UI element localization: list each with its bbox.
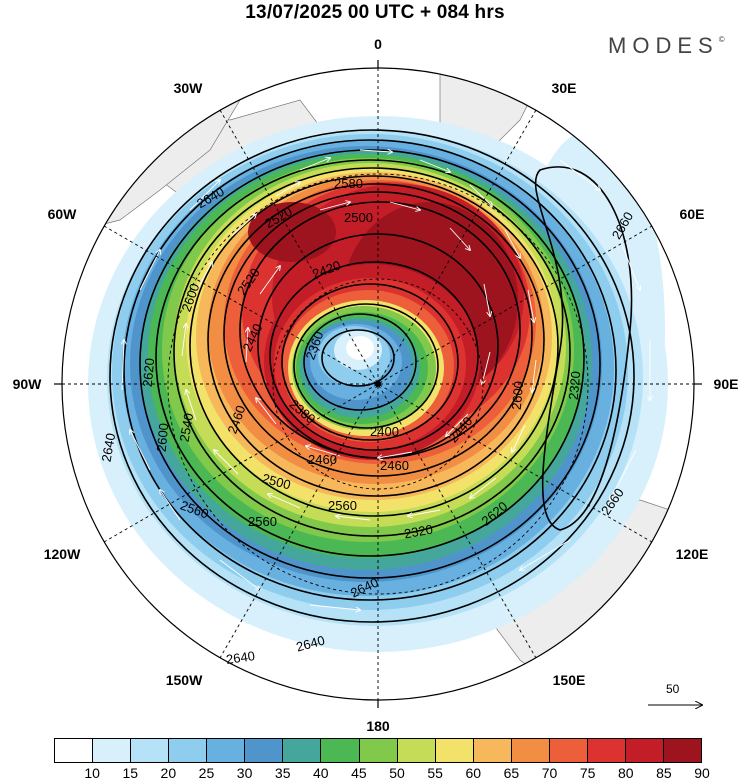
lon-label-60e: 60E (679, 206, 705, 222)
colorbar-tick-label: 55 (427, 765, 443, 781)
colorbar-tick-label: 65 (503, 765, 520, 781)
colorbar-tick-label: 70 (541, 765, 558, 781)
colorbar-tick-label: 80 (617, 765, 634, 781)
colorbar-cell (587, 739, 626, 762)
colorbar-cell (549, 739, 588, 762)
colorbar-cell (93, 739, 132, 762)
reference-vector-label: 50 (666, 682, 680, 696)
boundary-ticks (54, 60, 702, 708)
lon-label-90e: 90E (713, 376, 739, 392)
colorbar-tick-label: 25 (198, 765, 215, 781)
colorbar-cell (664, 739, 702, 762)
colorbar-cell (245, 739, 284, 762)
colorbar-tick-label: 60 (465, 765, 482, 781)
lon-label-60w: 60W (47, 206, 77, 222)
colorbar-cell (625, 739, 664, 762)
map-title: 13/07/2025 00 UTC + 084 hrs (245, 2, 505, 23)
colorbar-tick-label: 50 (389, 765, 405, 781)
colorbar-tick-label: 45 (351, 765, 367, 781)
lon-label-30e: 30E (551, 80, 577, 96)
colorbar-cell (131, 739, 170, 762)
colorbar-tick-labels: 10 15 20 25 30 35 40 45 50 55 60 65 70 75 80 85 90 (0, 765, 750, 783)
colorbar-tick-label: 75 (579, 765, 596, 781)
colorbar-cell (169, 739, 208, 762)
lon-label-120w: 120W (43, 546, 81, 562)
lon-label-120e: 120E (675, 546, 709, 562)
lon-label-0: 0 (374, 36, 382, 52)
colorbar-cell (473, 739, 512, 762)
lon-label-30w: 30W (173, 80, 203, 96)
colorbar-tick-label: 20 (160, 765, 177, 781)
brand-logo: MODES© (608, 33, 725, 59)
brand-mark: © (718, 35, 725, 44)
colorbar-cell (207, 739, 246, 762)
lon-label-150w: 150W (165, 672, 203, 688)
colorbar-cell (511, 739, 550, 762)
brand-text: MODES (608, 33, 719, 58)
colorbar-tick-label: 40 (313, 765, 329, 781)
colorbar-cell (397, 739, 436, 762)
colorbar-tick-label: 35 (274, 765, 291, 781)
colorbar-tick-label: 85 (656, 765, 672, 781)
colorbar-cell (321, 739, 360, 762)
colorbar-cell (283, 739, 322, 762)
colorbar-cell (55, 739, 94, 762)
wind-vectors (122, 150, 650, 610)
colorbar-tick-label: 30 (236, 765, 253, 781)
colorbar-cell (435, 739, 474, 762)
colorbar-tick-label: 10 (84, 765, 100, 781)
graticule (62, 68, 694, 700)
colorbar-cell (359, 739, 398, 762)
colorbar-tick-label: 90 (694, 765, 710, 781)
height-contours (109, 129, 635, 623)
lon-label-180: 180 (366, 718, 390, 734)
lon-label-150e: 150E (552, 672, 586, 688)
colorbar-tick-label: 15 (122, 765, 139, 781)
lon-label-90w: 90W (12, 376, 42, 392)
wind-speed-colorbar (54, 738, 702, 763)
